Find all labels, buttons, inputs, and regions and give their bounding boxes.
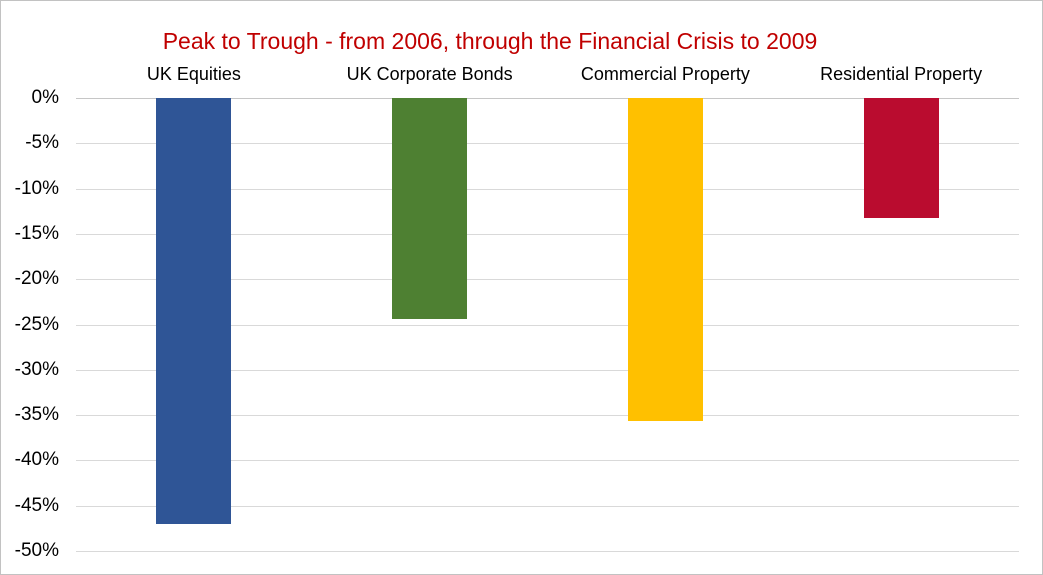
y-tick-label: -20% bbox=[14, 268, 59, 290]
y-tick-label: -25% bbox=[14, 313, 59, 335]
gridline bbox=[76, 505, 1019, 507]
category-label: Residential Property bbox=[820, 64, 983, 84]
gridline bbox=[76, 415, 1019, 417]
y-tick-label: -10% bbox=[14, 177, 59, 199]
gridline bbox=[76, 188, 1019, 190]
y-tick-label: -15% bbox=[14, 222, 59, 244]
y-tick-label: -40% bbox=[14, 449, 59, 471]
gridline bbox=[76, 551, 1019, 552]
gridline bbox=[76, 233, 1019, 235]
bar bbox=[392, 98, 468, 319]
gridline bbox=[76, 369, 1019, 371]
chart-title: Peak to Trough - from 2006, through the … bbox=[162, 28, 818, 54]
bar bbox=[863, 98, 939, 218]
category-label: UK Equities bbox=[146, 64, 241, 84]
category-label: UK Corporate Bonds bbox=[346, 64, 513, 84]
y-tick-label: -50% bbox=[14, 540, 59, 561]
gridline bbox=[76, 143, 1019, 145]
y-tick-label: -45% bbox=[14, 494, 59, 516]
x-axis-line bbox=[76, 98, 1019, 99]
y-tick-label: -30% bbox=[14, 358, 59, 380]
bar bbox=[156, 98, 232, 524]
gridline bbox=[76, 324, 1019, 326]
category-label: Commercial Property bbox=[580, 64, 750, 84]
y-tick-label: -35% bbox=[14, 404, 59, 426]
gridline bbox=[76, 460, 1019, 462]
bar bbox=[627, 98, 703, 421]
y-tick-label: 0% bbox=[31, 87, 59, 108]
plot-area bbox=[76, 98, 1019, 551]
gridline bbox=[76, 279, 1019, 281]
y-tick-label: -5% bbox=[25, 132, 59, 154]
